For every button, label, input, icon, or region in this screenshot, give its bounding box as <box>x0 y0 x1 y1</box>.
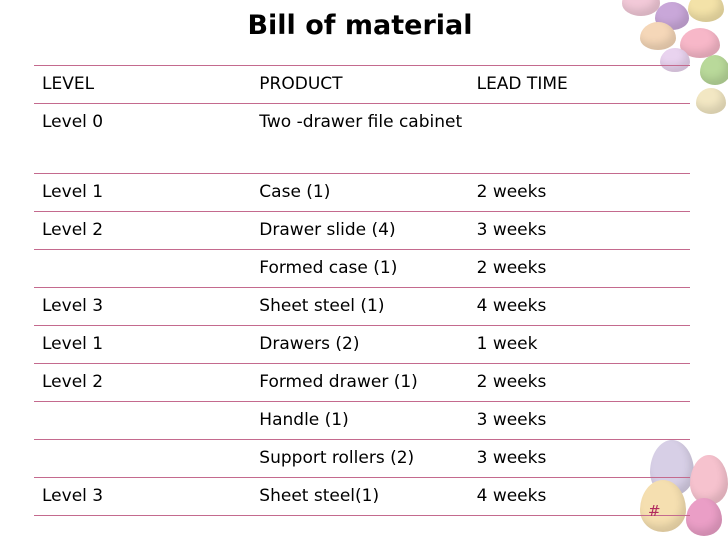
product-cell: Formed drawer (1) <box>251 363 469 402</box>
candy-egg <box>686 498 722 536</box>
product-cell: Support rollers (2) <box>251 439 469 478</box>
product-cell: Sheet steel (1) <box>251 287 469 326</box>
table-row: Support rollers (2) 3 weeks <box>34 439 690 478</box>
product-cell: Drawer slide (4) <box>251 211 469 250</box>
bill-of-material-table: LEVEL PRODUCT LEAD TIME Level 0 Two -dra… <box>34 65 690 516</box>
level-cell: Level 2 <box>34 363 252 402</box>
level-cell: Level 2 <box>34 211 252 250</box>
lead-time-cell: 4 weeks <box>468 287 690 326</box>
lead-time-cell: 3 weeks <box>468 439 690 478</box>
table-header-row: LEVEL PRODUCT LEAD TIME <box>34 65 690 104</box>
table-row: Level 2 Formed drawer (1) 2 weeks <box>34 363 690 402</box>
lead-time-cell: 3 weeks <box>468 401 690 440</box>
candy-egg <box>688 0 724 22</box>
lead-time-cell: 3 weeks <box>468 211 690 250</box>
header-cell-lead-time: LEAD TIME <box>468 65 690 104</box>
product-cell: Formed case (1) <box>251 249 469 288</box>
candy-egg <box>690 455 728 505</box>
slide-number: # <box>648 502 661 520</box>
table-row: Handle (1) 3 weeks <box>34 401 690 440</box>
lead-time-cell: 2 weeks <box>468 173 690 212</box>
candy-egg <box>700 55 728 85</box>
table-row: Level 3 Sheet steel (1) 4 weeks <box>34 287 690 326</box>
table-row: Level 1 Drawers (2) 1 week <box>34 325 690 364</box>
product-cell: Handle (1) <box>251 401 469 440</box>
candy-egg <box>640 22 676 50</box>
level-cell <box>34 249 252 288</box>
table-row: Level 1 Case (1) 2 weeks <box>34 173 690 212</box>
lead-time-cell: 2 weeks <box>468 363 690 402</box>
lead-time-cell <box>468 103 690 174</box>
slide-title: Bill of material <box>247 10 473 41</box>
level-cell <box>34 439 252 478</box>
header-cell-level: LEVEL <box>34 65 252 104</box>
lead-time-cell: 1 week <box>468 325 690 364</box>
lead-time-cell: 4 weeks <box>468 477 690 516</box>
level-cell: Level 1 <box>34 173 252 212</box>
product-cell: Sheet steel(1) <box>251 477 469 516</box>
table-row: Level 0 Two -drawer file cabinet <box>34 103 690 174</box>
candy-egg <box>696 88 726 114</box>
lead-time-cell: 2 weeks <box>468 249 690 288</box>
table-row: Level 3 Sheet steel(1) 4 weeks <box>34 477 690 516</box>
candy-egg <box>622 0 660 16</box>
product-cell: Two -drawer file cabinet <box>251 103 469 174</box>
product-cell: Drawers (2) <box>251 325 469 364</box>
level-cell <box>34 401 252 440</box>
table-row: Level 2 Drawer slide (4) 3 weeks <box>34 211 690 250</box>
level-cell: Level 3 <box>34 287 252 326</box>
level-cell: Level 3 <box>34 477 252 516</box>
product-cell: Case (1) <box>251 173 469 212</box>
header-cell-product: PRODUCT <box>251 65 469 104</box>
table-row: Formed case (1) 2 weeks <box>34 249 690 288</box>
level-cell: Level 1 <box>34 325 252 364</box>
level-cell: Level 0 <box>34 103 252 174</box>
